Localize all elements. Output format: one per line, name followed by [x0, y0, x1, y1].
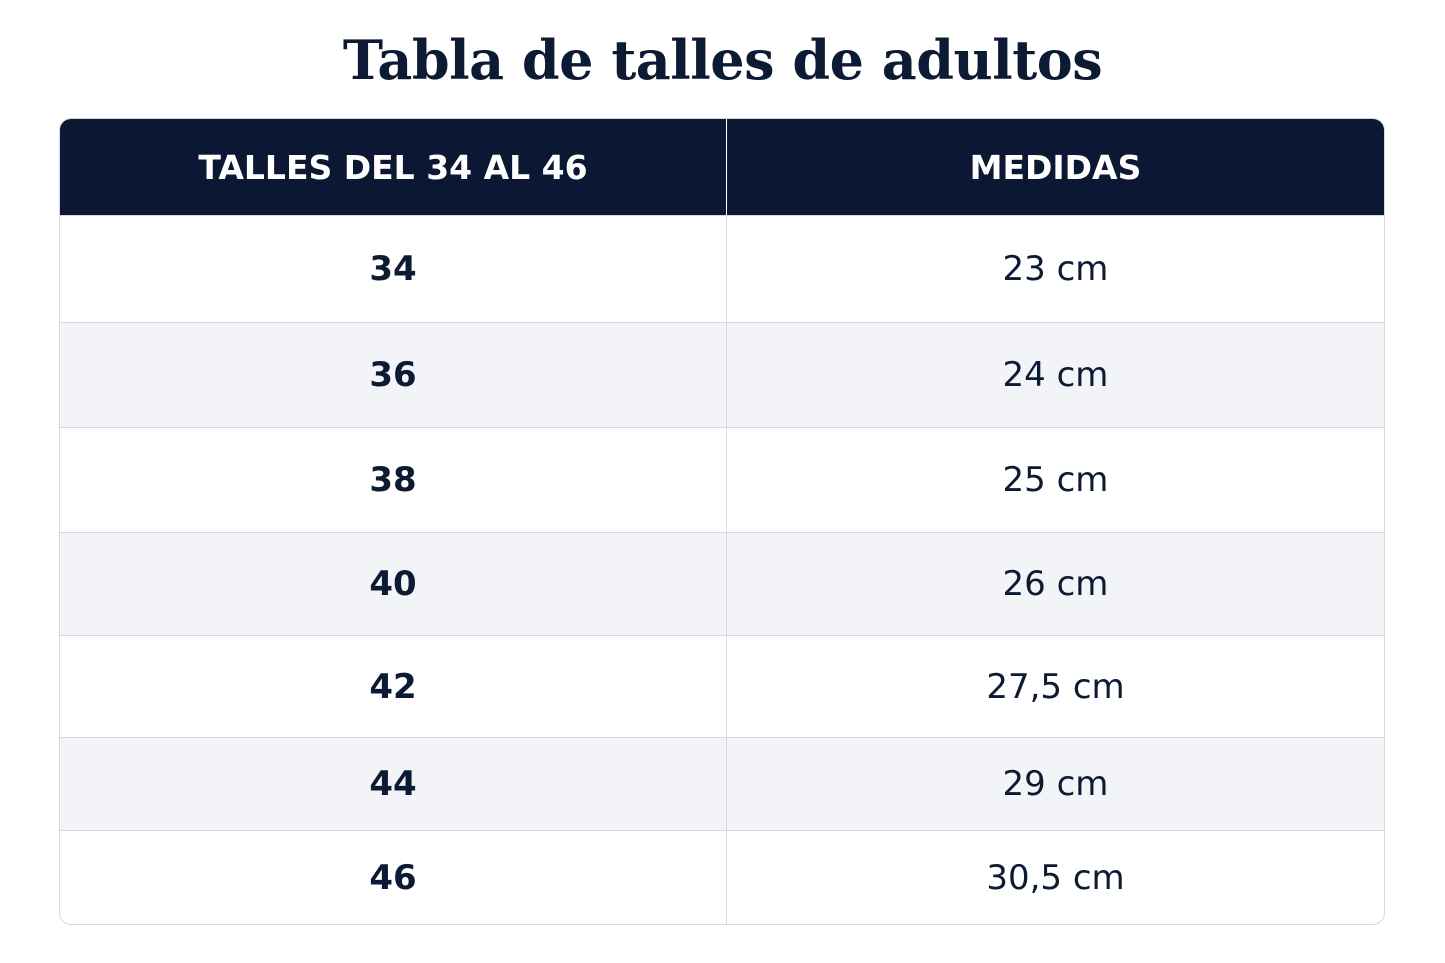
size-cell: 34 — [60, 216, 727, 322]
header-cell: MEDIDAS — [969, 147, 1142, 187]
measure-cell: 30,5 cm — [986, 857, 1125, 898]
measure-cell: 24 cm — [1002, 355, 1109, 395]
table-row: 44 29 cm — [60, 737, 1384, 830]
size-cell: 46 — [60, 831, 727, 924]
measure-cell: 25 cm — [1002, 460, 1109, 500]
table-row: 46 30,5 cm — [60, 830, 1384, 924]
table-row: 36 24 cm — [60, 322, 1384, 427]
header-row: TALLES DEL 34 AL 46 MEDIDAS — [60, 119, 1384, 215]
page-title: Tabla de talles de adultos — [342, 28, 1103, 92]
measure-cell: 26 cm — [1002, 564, 1109, 604]
measure-cell: 27,5 cm — [986, 666, 1125, 707]
size-cell: 44 — [60, 738, 727, 830]
size-cell: 42 — [60, 636, 727, 737]
table-row: 38 25 cm — [60, 427, 1384, 532]
size-table: TALLES DEL 34 AL 46 MEDIDAS 34 23 cm 36 24 cm… — [59, 118, 1385, 925]
size-cell: 38 — [60, 428, 727, 532]
table-row: 34 23 cm — [60, 215, 1384, 322]
header-cell: TALLES DEL 34 AL 46 — [60, 119, 727, 215]
measure-cell: 23 cm — [1002, 249, 1109, 289]
size-cell: 36 — [60, 323, 727, 427]
size-cell: 40 — [60, 533, 727, 635]
measure-cell: 29 cm — [1002, 764, 1109, 804]
table-row: 42 27,5 cm — [60, 635, 1384, 737]
table-row: 40 26 cm — [60, 532, 1384, 635]
